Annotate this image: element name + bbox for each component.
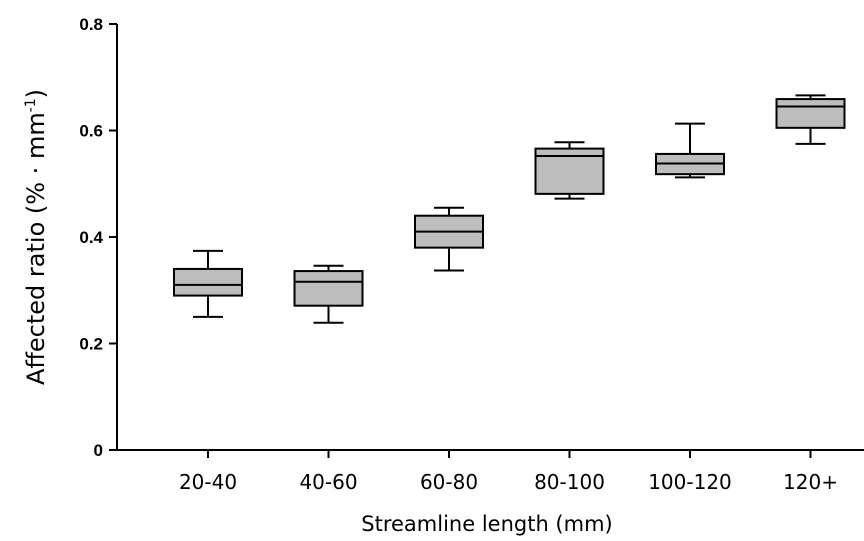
y-axis-title-suffix: ) — [22, 89, 50, 98]
box-100-120 — [655, 122, 725, 179]
y-axis-title-text: Affected ratio (% · mm — [22, 112, 50, 385]
box-40-60 — [293, 264, 364, 324]
x-axis-title: Streamline length (mm) — [361, 512, 612, 536]
iqr-box — [173, 267, 243, 297]
plot-area — [173, 94, 846, 324]
y-axis-title-superscript: -1 — [23, 98, 39, 112]
x-tick-label: 40-60 — [299, 470, 357, 494]
x-tick-label: 100-120 — [648, 470, 732, 494]
x-tick-labels: 20-40 40-60 60-80 80-100 100-120 120+ — [179, 470, 838, 494]
x-tick-label: 20-40 — [179, 470, 237, 494]
box-80-100 — [534, 141, 605, 200]
x-tick-label: 60-80 — [420, 470, 478, 494]
iqr-box — [293, 270, 364, 307]
iqr-box — [775, 98, 846, 129]
y-tick-label: 0.6 — [79, 122, 103, 141]
y-tick-label: 0.4 — [79, 228, 103, 247]
box-60-80 — [414, 206, 484, 272]
x-tick-label: 80-100 — [534, 470, 605, 494]
box-120+ — [775, 94, 846, 145]
y-tick-label: 0 — [94, 441, 103, 460]
y-tick-labels: 0 0.2 0.4 0.6 0.8 — [79, 15, 103, 460]
y-tick-label: 0.8 — [79, 15, 103, 34]
y-tick-label: 0.2 — [79, 335, 103, 354]
y-axis-title: Affected ratio (% · mm-1) — [22, 89, 50, 385]
x-tick-label: 120+ — [783, 470, 838, 494]
box-20-40 — [173, 249, 243, 318]
axes — [109, 23, 864, 458]
